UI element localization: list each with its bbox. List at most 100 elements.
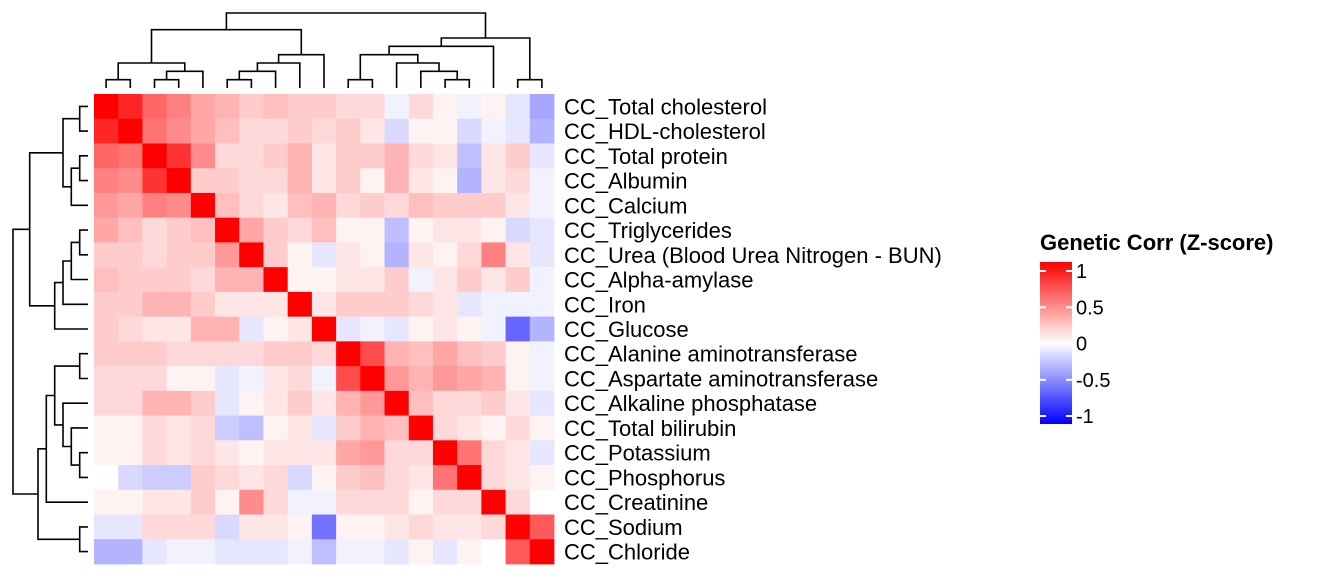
heatmap-cell — [481, 267, 506, 293]
heatmap-cell — [287, 118, 313, 144]
row-label: CC_Potassium — [564, 441, 711, 466]
heatmap-cell — [287, 415, 313, 441]
heatmap-cell — [529, 217, 555, 243]
heatmap-cell — [118, 267, 143, 293]
heatmap-cell — [408, 291, 434, 318]
heatmap-cell — [142, 192, 168, 219]
legend-tick-label: -0.5 — [1076, 370, 1110, 392]
heatmap-cell — [118, 390, 143, 416]
heatmap-cell — [481, 390, 506, 416]
heatmap-cell — [263, 242, 289, 268]
heatmap-cell — [529, 366, 555, 392]
heatmap-cell — [505, 440, 531, 466]
heatmap-cell — [457, 291, 482, 318]
heatmap-cell — [457, 489, 482, 515]
row-labels: CC_Total cholesterolCC_HDL-cholesterolCC… — [564, 94, 942, 564]
heatmap-cell — [360, 94, 385, 120]
heatmap-cell — [481, 415, 506, 441]
heatmap-cell — [287, 440, 313, 466]
row-label: CC_Phosphorus — [564, 465, 725, 490]
heatmap-cell — [311, 267, 337, 293]
color-legend: Genetic Corr (Z-score) 1 0.5 0 -0.5 -1 — [1040, 230, 1274, 428]
heatmap-cell — [360, 440, 385, 466]
heatmap-cell — [457, 440, 482, 466]
heatmap-cell — [142, 514, 168, 540]
heatmap-cell — [239, 118, 264, 144]
dendrogram-branch — [78, 352, 88, 380]
heatmap-cell — [94, 539, 119, 565]
heatmap-cell — [118, 291, 143, 318]
heatmap-cell — [529, 514, 555, 540]
heatmap-cell — [384, 267, 410, 293]
heatmap-cell — [311, 539, 337, 565]
heatmap-cell — [384, 440, 410, 466]
heatmap-cell — [94, 192, 119, 219]
heatmap-cell — [142, 143, 168, 169]
heatmap-cell — [311, 489, 337, 515]
heatmap-cell — [505, 291, 531, 318]
heatmap-cell — [311, 291, 337, 318]
heatmap-cell — [481, 242, 506, 268]
heatmap-cell — [529, 489, 555, 515]
heatmap-cell — [360, 341, 385, 367]
heatmap-cell — [505, 192, 531, 219]
heatmap-cell — [215, 440, 240, 466]
heatmap-cell — [118, 217, 143, 243]
heatmap-cell — [384, 291, 410, 318]
dendrogram-branch — [395, 62, 440, 88]
heatmap-cell — [190, 489, 216, 515]
heatmap-cell — [360, 465, 385, 491]
heatmap-cell — [118, 465, 143, 491]
heatmap-cell — [118, 168, 143, 194]
heatmap-cell — [94, 168, 119, 194]
heatmap-cell — [481, 465, 506, 491]
heatmap-cell — [190, 366, 216, 392]
heatmap-cell — [505, 366, 531, 392]
heatmap-cell — [215, 168, 240, 194]
heatmap-cell — [94, 489, 119, 515]
heatmap-cell — [142, 316, 168, 342]
heatmap-cell — [166, 192, 192, 219]
heatmap-cell — [457, 316, 482, 342]
heatmap-cell — [432, 168, 458, 194]
row-label: CC_Alkaline phosphatase — [564, 391, 817, 416]
heatmap-cell — [287, 341, 313, 367]
heatmap-cell — [408, 118, 434, 144]
dendrogram-branch — [359, 53, 419, 80]
heatmap-cell — [215, 489, 240, 515]
heatmap-cell — [190, 242, 216, 268]
heatmap-cell — [457, 168, 482, 194]
heatmap-cell — [239, 291, 264, 318]
heatmap-cell — [215, 291, 240, 318]
heatmap-cell — [336, 539, 361, 565]
heatmap-cell — [408, 539, 434, 565]
dendrogram-branch — [45, 394, 88, 503]
heatmap-cell — [432, 489, 458, 515]
heatmap-cell — [336, 94, 361, 120]
heatmap-cell — [190, 341, 216, 367]
heatmap-cell — [263, 291, 289, 318]
heatmap-cell — [94, 291, 119, 318]
heatmap-cell — [360, 415, 385, 441]
heatmap-cell — [505, 267, 531, 293]
heatmap-cell — [118, 440, 143, 466]
heatmap-cell — [287, 291, 313, 318]
heatmap-cell — [239, 217, 264, 243]
heatmap-cell — [311, 242, 337, 268]
heatmap-cell — [287, 465, 313, 491]
heatmap-cell — [190, 143, 216, 169]
heatmap-cell — [239, 192, 264, 219]
heatmap-cell — [336, 168, 361, 194]
heatmap-cell — [166, 366, 192, 392]
heatmap-cell — [481, 192, 506, 219]
heatmap-cell — [263, 489, 289, 515]
heatmap-cell — [118, 143, 143, 169]
heatmap-cell — [166, 341, 192, 367]
heatmap-cell — [529, 267, 555, 293]
heatmap-cell — [94, 514, 119, 540]
heatmap-cell — [287, 514, 313, 540]
heatmap-cell — [263, 514, 289, 540]
heatmap-cell — [432, 440, 458, 466]
heatmap-cell — [166, 168, 192, 194]
heatmap-cell — [287, 366, 313, 392]
